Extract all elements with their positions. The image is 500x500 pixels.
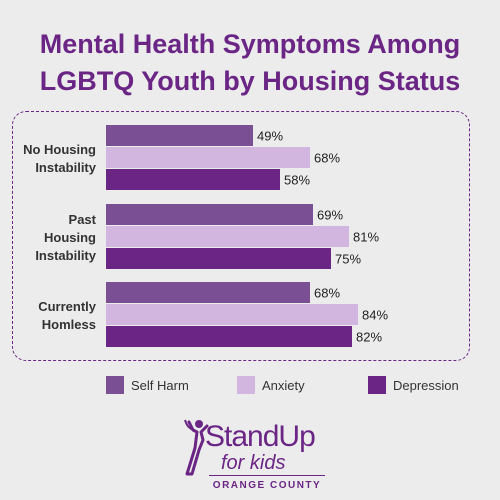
data-label-currently-homless-anxiety: 84% — [362, 308, 388, 323]
category-label-currently-homless: Currently Homless — [38, 299, 97, 332]
data-label-past-housing-instability-self-harm: 69% — [317, 208, 343, 223]
legend-swatch-self-harm — [106, 376, 124, 394]
bar-past-housing-instability-self-harm — [106, 204, 313, 225]
logo-subtitle: for kids — [221, 452, 286, 474]
data-label-no-housing-instability-anxiety: 68% — [314, 151, 340, 166]
data-label-currently-homless-self-harm: 68% — [314, 286, 340, 301]
category-label-past-housing-instability: Past Housing Instability — [35, 212, 96, 263]
legend-item-depression: Depression — [368, 376, 459, 394]
data-label-past-housing-instability-anxiety: 81% — [353, 230, 379, 245]
legend-label-anxiety: Anxiety — [262, 377, 305, 393]
data-label-currently-homless-depression: 82% — [356, 330, 382, 345]
bar-no-housing-instability-depression — [106, 169, 280, 190]
standup-for-kids-logo: StandUp for kids ORANGE COUNTY — [175, 412, 325, 494]
legend: Self Harm Anxiety Depression — [0, 376, 500, 396]
bar-no-housing-instability-anxiety — [106, 147, 310, 168]
bar-no-housing-instability-self-harm — [106, 125, 253, 146]
logo-region: ORANGE COUNTY — [212, 480, 322, 491]
bar-currently-homless-self-harm — [106, 282, 310, 303]
bar-past-housing-instability-anxiety — [106, 226, 349, 247]
category-label-no-housing-instability: No Housing Instability — [23, 142, 97, 175]
legend-label-self-harm: Self Harm — [131, 377, 189, 393]
standing-person-icon — [184, 419, 209, 476]
bar-currently-homless-depression — [106, 326, 352, 347]
chart-title-line-1: Mental Health Symptoms Among — [39, 29, 461, 59]
chart-frame — [12, 111, 470, 361]
bar-past-housing-instability-depression — [106, 248, 331, 269]
chart-title: Mental Health Symptoms Among LGBTQ Youth… — [0, 26, 500, 100]
legend-swatch-anxiety — [237, 376, 255, 394]
chart-title-line-2: LGBTQ Youth by Housing Status — [39, 66, 461, 96]
data-label-past-housing-instability-depression: 75% — [335, 252, 361, 267]
legend-item-anxiety: Anxiety — [237, 376, 305, 394]
data-label-no-housing-instability-self-harm: 49% — [257, 129, 283, 144]
legend-item-self-harm: Self Harm — [106, 376, 189, 394]
logo-divider — [209, 475, 325, 476]
data-label-no-housing-instability-depression: 58% — [284, 173, 310, 188]
legend-swatch-depression — [368, 376, 386, 394]
legend-label-depression: Depression — [393, 377, 459, 393]
bar-currently-homless-anxiety — [106, 304, 358, 325]
logo-wordmark: StandUp — [205, 420, 316, 453]
